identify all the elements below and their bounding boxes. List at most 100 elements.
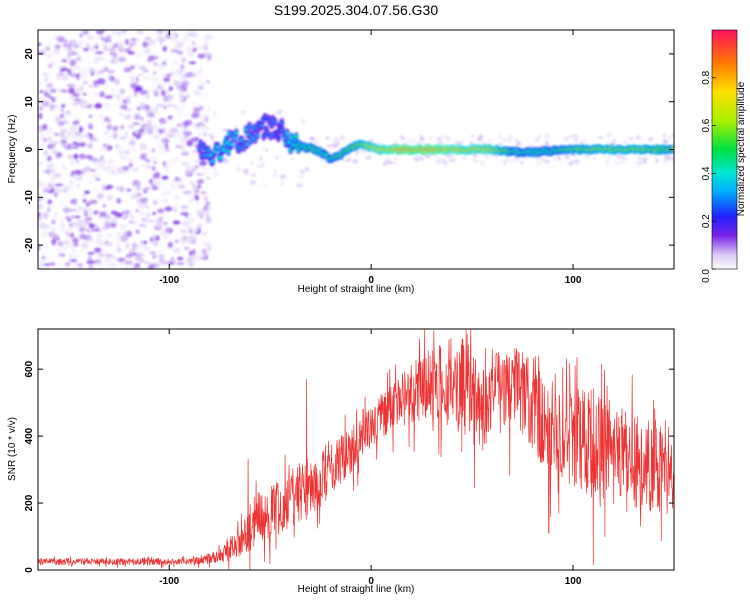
noise-blob bbox=[148, 219, 155, 223]
snr-series-line bbox=[38, 329, 674, 570]
noise-blob bbox=[141, 197, 148, 204]
noise-blob bbox=[136, 180, 142, 188]
noise-blob bbox=[325, 136, 330, 140]
noise-blob bbox=[122, 169, 129, 175]
noise-blob bbox=[82, 198, 87, 203]
noise-blob bbox=[173, 232, 180, 239]
noise-blob bbox=[75, 56, 82, 62]
noise-blob bbox=[377, 142, 382, 145]
noise-blob bbox=[178, 144, 186, 151]
noise-blob bbox=[170, 256, 175, 261]
noise-blob bbox=[122, 125, 128, 131]
y-tick-label: 0 bbox=[24, 146, 35, 152]
noise-blob bbox=[536, 157, 542, 161]
noise-blob bbox=[198, 125, 205, 132]
noise-blob bbox=[356, 149, 360, 154]
noise-blob bbox=[51, 219, 56, 225]
noise-blob bbox=[70, 170, 75, 177]
noise-blob bbox=[42, 115, 48, 122]
noise-blob bbox=[152, 200, 159, 205]
noise-blob bbox=[481, 141, 485, 144]
noise-blob bbox=[70, 144, 78, 148]
noise-blob bbox=[494, 154, 499, 158]
noise-blob bbox=[180, 137, 188, 143]
noise-blob bbox=[124, 265, 133, 269]
noise-blob bbox=[202, 228, 212, 232]
signal-core bbox=[218, 156, 223, 160]
noise-blob bbox=[73, 153, 78, 160]
noise-blob bbox=[173, 117, 178, 123]
spectrogram-noise bbox=[38, 30, 674, 269]
noise-blob bbox=[115, 89, 120, 96]
noise-blob bbox=[79, 47, 85, 51]
colorbar-tick-label: 0.6 bbox=[701, 118, 712, 132]
noise-blob bbox=[166, 177, 172, 184]
noise-blob bbox=[275, 155, 279, 160]
noise-blob bbox=[38, 128, 45, 132]
noise-blob bbox=[94, 247, 102, 254]
noise-blob bbox=[88, 255, 92, 262]
noise-blob bbox=[172, 158, 180, 161]
noise-blob bbox=[119, 145, 123, 148]
noise-blob bbox=[629, 137, 634, 141]
noise-blob bbox=[414, 157, 419, 162]
noise-blob bbox=[57, 121, 65, 126]
noise-blob bbox=[173, 70, 181, 74]
noise-blob bbox=[88, 67, 95, 71]
noise-blob bbox=[96, 192, 105, 200]
noise-blob bbox=[122, 165, 130, 171]
noise-blob bbox=[152, 184, 159, 188]
signal-core bbox=[211, 160, 215, 163]
noise-blob bbox=[39, 90, 43, 94]
noise-blob bbox=[134, 61, 140, 67]
noise-blob bbox=[429, 135, 433, 140]
noise-blob bbox=[502, 138, 508, 142]
noise-blob bbox=[201, 232, 207, 236]
noise-blob bbox=[277, 109, 283, 114]
noise-blob bbox=[222, 128, 228, 132]
noise-blob bbox=[152, 212, 156, 215]
noise-blob bbox=[45, 86, 50, 91]
noise-blob bbox=[190, 33, 198, 38]
noise-blob bbox=[127, 71, 136, 78]
noise-blob bbox=[147, 182, 155, 189]
noise-blob bbox=[564, 155, 570, 160]
noise-blob bbox=[136, 37, 143, 41]
y-tick-label: 0 bbox=[24, 567, 35, 573]
noise-blob bbox=[188, 61, 197, 65]
noise-blob bbox=[124, 234, 128, 239]
noise-blob bbox=[94, 158, 104, 163]
x-tick-label: 100 bbox=[565, 576, 582, 587]
noise-blob bbox=[150, 65, 155, 71]
noise-blob bbox=[261, 163, 265, 168]
noise-blob bbox=[150, 30, 157, 33]
noise-blob bbox=[116, 180, 125, 187]
noise-blob bbox=[182, 36, 189, 42]
noise-blob bbox=[189, 250, 193, 257]
noise-blob bbox=[58, 228, 65, 234]
noise-blob bbox=[47, 137, 52, 141]
signal-core bbox=[239, 138, 244, 142]
noise-blob bbox=[121, 216, 128, 220]
noise-blob bbox=[99, 44, 106, 48]
noise-blob bbox=[96, 166, 100, 170]
noise-blob bbox=[241, 110, 246, 115]
signal-core bbox=[265, 131, 270, 135]
noise-blob bbox=[167, 213, 173, 219]
noise-blob bbox=[43, 263, 51, 267]
noise-blob bbox=[472, 158, 476, 161]
noise-blob bbox=[638, 156, 642, 160]
noise-blob bbox=[106, 77, 112, 83]
noise-blob bbox=[105, 143, 112, 146]
noise-blob bbox=[132, 219, 138, 226]
noise-blob bbox=[187, 198, 194, 205]
noise-blob bbox=[109, 52, 114, 56]
snr-panel: -100 0 100 0 200 400 600 Height of straight l… bbox=[7, 328, 675, 595]
noise-blob bbox=[124, 38, 130, 46]
noise-blob bbox=[598, 136, 604, 139]
noise-blob bbox=[135, 52, 144, 59]
noise-blob bbox=[105, 233, 114, 238]
noise-blob bbox=[38, 106, 43, 111]
noise-blob bbox=[156, 62, 163, 69]
noise-blob bbox=[528, 143, 534, 148]
